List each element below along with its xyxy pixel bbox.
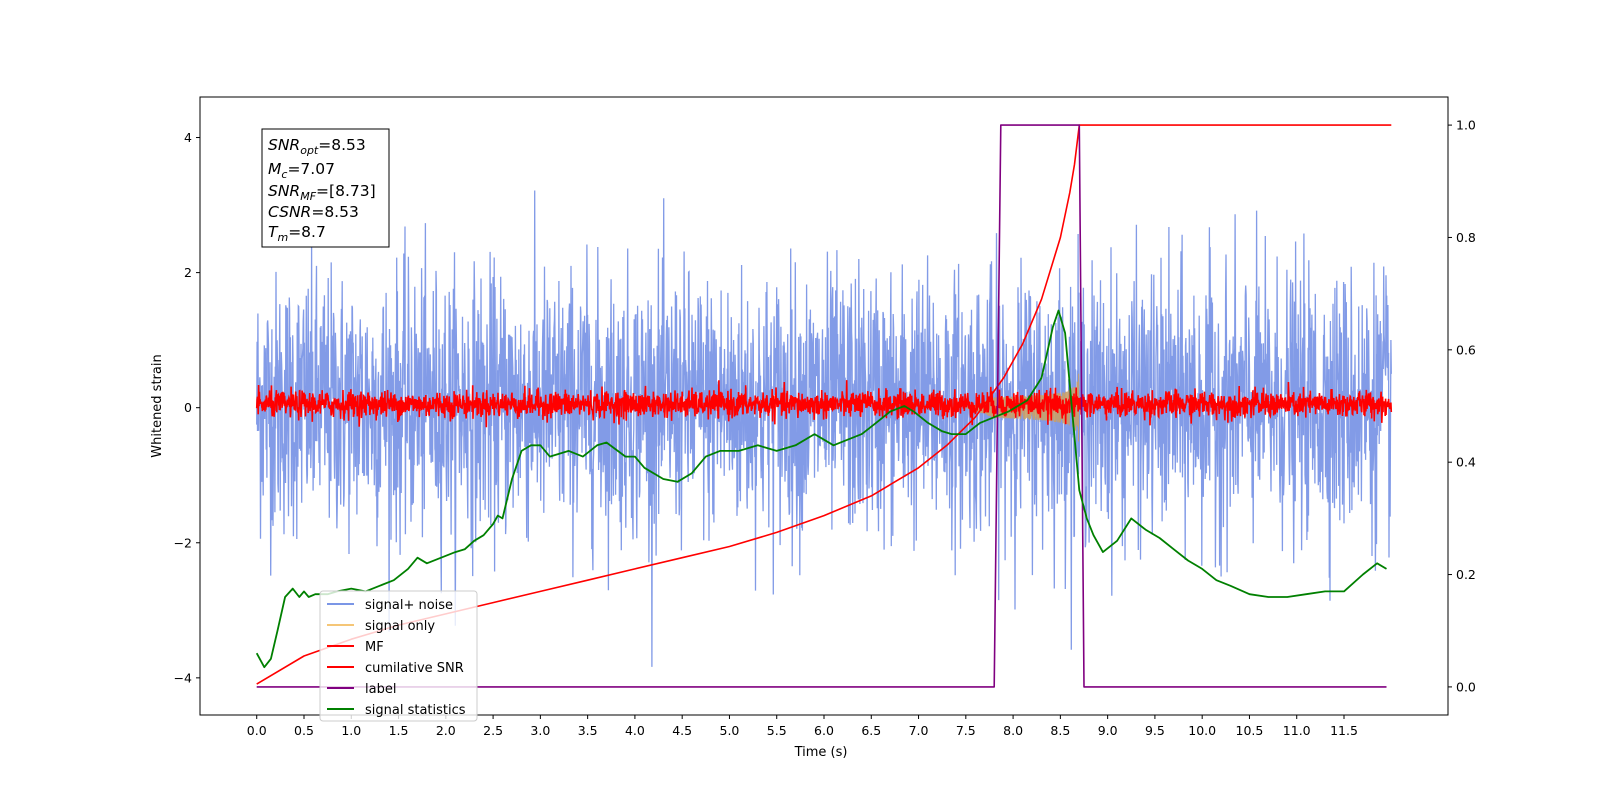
y-axis-label: Whitened strain	[150, 354, 165, 457]
x-tick-label: 6.0	[814, 723, 834, 738]
svg-text:signal+ noise: signal+ noise	[365, 598, 453, 613]
x-tick-label: 0.0	[247, 723, 267, 738]
y2-tick-label: 0.2	[1456, 567, 1476, 582]
x-tick-label: 9.5	[1145, 723, 1165, 738]
svg-text:cumilative SNR: cumilative SNR	[365, 661, 464, 676]
y-tick-label: −2	[174, 535, 192, 550]
y2-tick-label: 0.8	[1456, 230, 1476, 245]
legend-frame	[319, 590, 478, 722]
series-label	[256, 124, 1387, 688]
y-tick-label: 0	[184, 400, 192, 415]
y-tick-label: 2	[184, 265, 192, 280]
x-tick-label: 5.0	[720, 723, 740, 738]
legend-entry-mf: MF	[327, 640, 384, 655]
y-tick-label: −4	[174, 670, 192, 685]
x-tick-label: 8.0	[1003, 723, 1023, 738]
x-tick-label: 7.5	[956, 723, 976, 738]
x-tick-label: 5.5	[767, 723, 787, 738]
x-tick-label: 0.5	[294, 723, 314, 738]
x-tick-label: 8.5	[1050, 723, 1070, 738]
y2-tick-label: 0.6	[1456, 342, 1476, 357]
y2-tick-label: 0.0	[1456, 679, 1476, 694]
annotation-csnr: CSNR=8.53	[268, 203, 359, 221]
legend-entry-cumulative-snr: cumilative SNR	[327, 661, 464, 676]
annotation-snr-opt: SNRopt=8.53	[268, 136, 366, 157]
x-tick-label: 9.0	[1098, 723, 1118, 738]
svg-text:MF: MF	[365, 640, 384, 655]
legend-entry-label: label	[327, 682, 396, 697]
svg-text:signal only: signal only	[365, 619, 435, 634]
svg-text:signal statistics: signal statistics	[365, 703, 466, 718]
annotation-mc: Mc=7.07	[268, 160, 335, 181]
y2-tick-label: 0.4	[1456, 455, 1476, 470]
svg-text:label: label	[365, 682, 396, 697]
legend: signal+ noise signal only MF cumilative …	[319, 590, 478, 722]
annotation-tm: Tm=8.7	[268, 223, 326, 244]
series-mf	[255, 380, 1393, 428]
legend-entry-signal-noise: signal+ noise	[327, 598, 453, 613]
legend-entry-signal-statistics: signal statistics	[327, 703, 466, 718]
y2-tick-label: 1.0	[1456, 118, 1476, 133]
legend-entry-signal-only: signal only	[327, 619, 435, 634]
x-tick-label: 11.5	[1330, 723, 1358, 738]
x-tick-label: 2.0	[436, 723, 456, 738]
annotation-box: SNRopt=8.53 Mc=7.07 SNRMF=[8.73] CSNR=8.…	[261, 128, 390, 248]
x-tick-label: 2.5	[483, 723, 503, 738]
x-tick-label: 1.5	[389, 723, 409, 738]
x-tick-label: 4.0	[625, 723, 645, 738]
x-tick-label: 3.5	[578, 723, 598, 738]
annotation-snr-mf: SNRMF=[8.73]	[268, 182, 376, 203]
x-tick-label: 7.0	[909, 723, 929, 738]
x-axis: 0.0 0.5 1.0 1.5 2.0 2.5 3.0 3.5 4.0 4.5 5.0 5.5 6.0 6…	[247, 715, 1358, 738]
x-tick-label: 6.5	[861, 723, 881, 738]
x-tick-label: 10.5	[1236, 723, 1264, 738]
y-axis-left: 4 2 0 −2 −4	[174, 130, 200, 685]
x-tick-label: 3.0	[530, 723, 550, 738]
x-tick-label: 10.0	[1188, 723, 1216, 738]
y-axis-right: 1.0 0.8 0.6 0.4 0.2 0.0	[1448, 118, 1476, 694]
x-tick-label: 11.0	[1283, 723, 1311, 738]
x-tick-label: 1.0	[341, 723, 361, 738]
x-axis-label: Time (s)	[794, 745, 848, 760]
y-tick-label: 4	[184, 130, 192, 145]
series-signal-statistics	[255, 309, 1387, 669]
x-tick-label: 4.5	[672, 723, 692, 738]
